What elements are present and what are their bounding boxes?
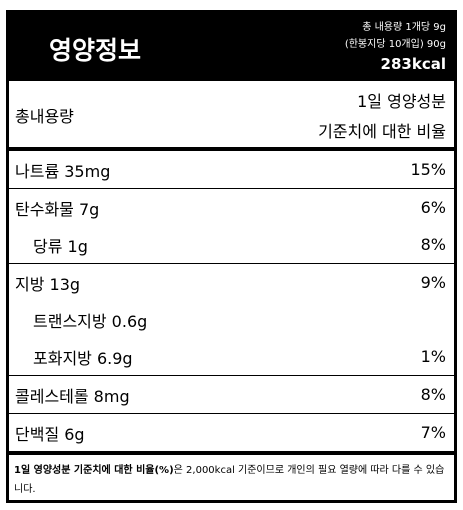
column-right-line: 기준치에 대한 비율: [318, 122, 446, 141]
nutrient-label: 나트륨 35mg: [15, 161, 111, 181]
nutrient-label: 지방 13g: [15, 274, 81, 294]
nutrient-percent: 6%: [420, 198, 446, 217]
label-header: 영양정보 총 내용량 1개당 9g (한봉지당 10개입) 90g 283kca…: [9, 13, 454, 81]
column-right-line: 1일 영양성분: [357, 92, 446, 111]
nutrient-percent: 9%: [420, 273, 446, 292]
nutrition-label: 영양정보 총 내용량 1개당 9g (한봉지당 10개입) 90g 283kca…: [6, 10, 457, 503]
nutrient-row: 지방 13g 9%: [9, 264, 454, 301]
nutrient-label: 당류 1g: [33, 236, 88, 256]
nutrient-label: 탄수화물 7g: [15, 199, 100, 219]
nutrient-row: 트랜스지방 0.6g: [9, 301, 454, 338]
nutrient-percent: 1%: [420, 347, 446, 366]
title: 영양정보: [49, 36, 142, 65]
nutrient-percent: 8%: [420, 385, 446, 404]
serving-info: 총 내용량 1개당 9g (한봉지당 10개입) 90g 283kcal: [345, 19, 446, 75]
nutrient-row: 콜레스테롤 8mg 8%: [9, 376, 454, 413]
nutrient-row: 탄수화물 7g 6%: [9, 189, 454, 226]
nutrient-percent: 15%: [410, 160, 446, 179]
nutrient-label: 포화지방 6.9g: [33, 348, 133, 368]
nutrient-row: 당류 1g 8%: [9, 226, 454, 263]
footnote-bold: 1일 영양성분 기준치에 대한 비율(%): [14, 465, 174, 476]
nutrient-group: 나트륨 35mg 15%: [9, 151, 454, 189]
footnote: 1일 영양성분 기준치에 대한 비율(%)은 2,000kcal 기준이므로 개…: [9, 452, 454, 505]
nutrient-row: 나트륨 35mg 15%: [9, 151, 454, 188]
column-right: 1일 영양성분 기준치에 대한 비율: [318, 87, 446, 147]
nutrient-percent: 7%: [420, 423, 446, 442]
column-header: 총내용량 1일 영양성분 기준치에 대한 비율: [9, 81, 454, 151]
nutrient-group: 탄수화물 7g 6% 당류 1g 8%: [9, 189, 454, 264]
calories: 283kcal: [380, 55, 446, 73]
nutrient-group: 지방 13g 9% 트랜스지방 0.6g 포화지방 6.9g 1%: [9, 264, 454, 376]
nutrient-group: 단백질 6g 7%: [9, 414, 454, 452]
nutrient-label: 트랜스지방 0.6g: [33, 311, 148, 331]
nutrient-label: 콜레스테롤 8mg: [15, 386, 130, 406]
column-left: 총내용량: [15, 107, 74, 126]
serving-line: (한봉지당 10개입) 90g: [344, 39, 446, 50]
nutrient-row: 단백질 6g 7%: [9, 414, 454, 451]
nutrient-row: 포화지방 6.9g 1%: [9, 338, 454, 375]
footnote-text: 은 2,000kcal 기준이므로 개인의 필요 열량에 따라 다를 수 있습니…: [14, 465, 445, 495]
nutrient-label: 단백질 6g: [15, 424, 85, 444]
nutrient-percent: 8%: [420, 235, 446, 254]
serving-line: 총 내용량 1개당 9g: [362, 22, 446, 33]
nutrient-group: 콜레스테롤 8mg 8%: [9, 376, 454, 414]
nutrient-table: 나트륨 35mg 15% 탄수화물 7g 6% 당류 1g 8% 지방 13g 9% 트랜스지방…: [9, 151, 454, 452]
